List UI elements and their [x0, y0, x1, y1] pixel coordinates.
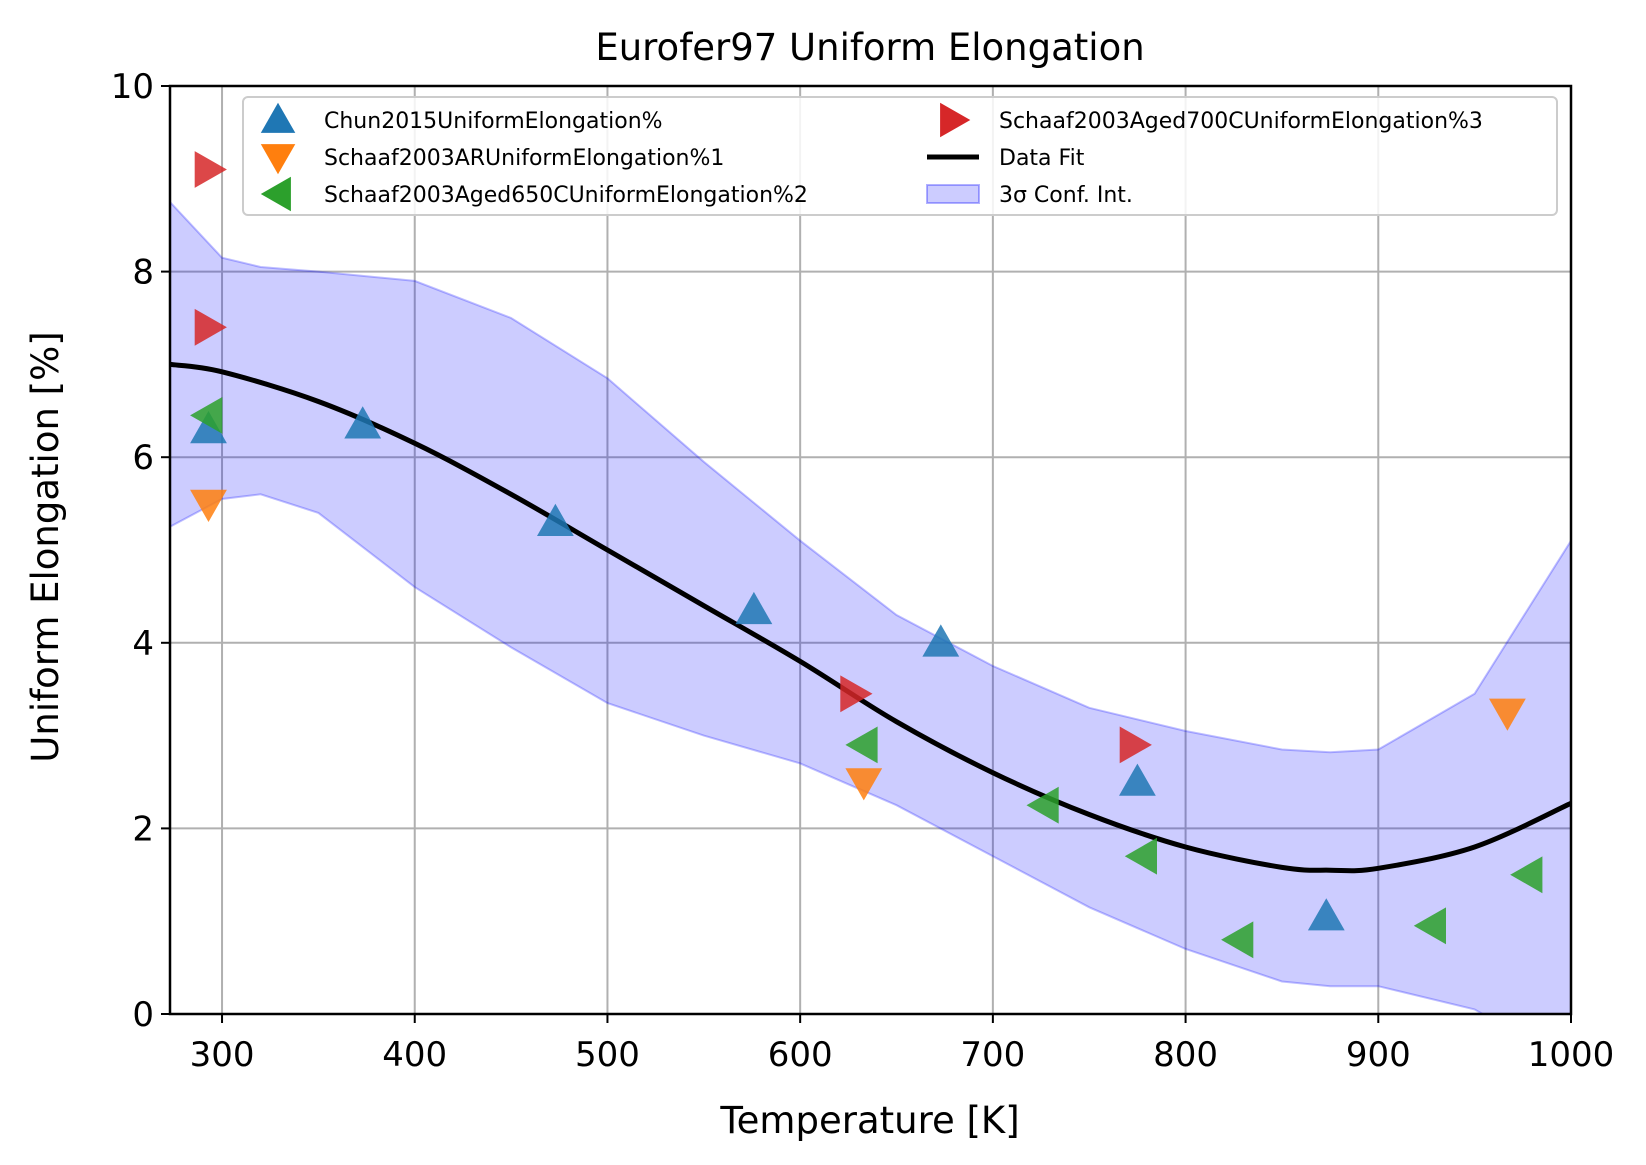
data-point-series0-1: [344, 406, 382, 439]
legend: Chun2015UniformElongation% Schaaf2003ARUn…: [242, 96, 1558, 216]
plot-frame: [168, 84, 1573, 1016]
x-tick-label-1000: 1000: [1528, 1035, 1615, 1075]
data-point-series2-6: [1510, 856, 1543, 894]
legend-marker-1: [260, 144, 296, 175]
data-point-series2-4: [1221, 921, 1254, 959]
fit-line: [170, 361, 1571, 874]
data-point-series0-4: [922, 624, 960, 657]
legend-label-5: 3σ Conf. Int.: [999, 183, 1133, 208]
legend-box: [242, 96, 1558, 216]
x-tick-label-700: 700: [960, 1035, 1025, 1075]
confidence-band-layer: [170, 200, 1571, 1014]
x-tick-label-400: 400: [382, 1035, 447, 1075]
data-point-series2-2: [1026, 786, 1059, 824]
legend-label-1: Schaaf2003ARUniformElongation%1: [324, 146, 724, 171]
x-axis-label: Temperature [K]: [719, 1099, 1019, 1142]
data-points-layer: [190, 151, 1543, 959]
data-point-series2-0: [190, 397, 223, 434]
legend-label-2: Schaaf2003Aged650CUniformElongation%2: [324, 183, 808, 208]
legend-label-0: Chun2015UniformElongation%: [324, 109, 663, 134]
tick-labels: 300 400 500 600 700 800 900 1000 0 2 4 6 8 10: [111, 67, 1615, 1075]
axes: [168, 84, 1573, 1016]
data-point-series0-0: [190, 411, 227, 444]
chart-title: Eurofer97 Uniform Elongation: [595, 26, 1144, 69]
data-point-series0-5: [1119, 763, 1156, 796]
x-tick-label-500: 500: [575, 1035, 640, 1075]
legend-label-3: Schaaf2003Aged700CUniformElongation%3: [999, 109, 1483, 134]
data-point-series1-1: [845, 768, 883, 801]
data-point-series3-1: [194, 308, 227, 346]
data-point-series2-1: [845, 726, 878, 764]
y-tick-label-8: 8: [132, 253, 154, 293]
y-tick-label-6: 6: [132, 438, 154, 478]
fit-line-layer: [170, 361, 1571, 874]
x-tick-label-300: 300: [190, 1035, 255, 1075]
data-point-series3-2: [840, 675, 873, 713]
x-tick-label-600: 600: [768, 1035, 833, 1075]
y-tick-label-4: 4: [132, 624, 154, 664]
y-tick-label-2: 2: [132, 809, 154, 849]
y-tick-label-0: 0: [132, 995, 154, 1035]
y-tick-label-10: 10: [111, 67, 154, 107]
data-point-series1-2: [1489, 698, 1526, 731]
data-point-series0-3: [735, 591, 773, 625]
x-tick-label-900: 900: [1346, 1035, 1411, 1075]
x-tick-label-800: 800: [1153, 1035, 1218, 1075]
y-axis-label: Uniform Elongation [%]: [24, 331, 67, 762]
confidence-band: [170, 200, 1571, 1014]
legend-marker-0: [260, 102, 296, 133]
legend-band-swatch: [926, 184, 980, 204]
data-point-series2-3: [1124, 837, 1157, 875]
data-point-series3-3: [1119, 726, 1152, 764]
data-point-series1-0: [190, 489, 227, 522]
data-point-series0-6: [1307, 898, 1345, 931]
legend-label-4: Data Fit: [999, 146, 1085, 171]
data-point-series2-5: [1413, 907, 1446, 945]
legend-marker-2: [260, 176, 291, 212]
legend-marker-3: [940, 102, 971, 138]
data-point-series3-0: [194, 151, 227, 188]
data-point-series0-2: [537, 503, 574, 536]
